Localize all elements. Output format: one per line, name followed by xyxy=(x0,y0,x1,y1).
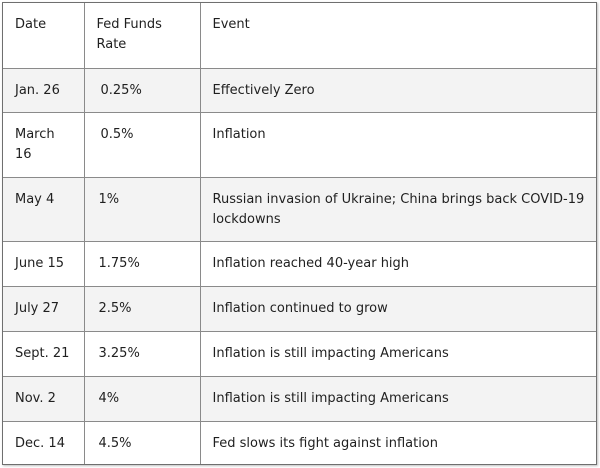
table-row: Nov. 2 4% Inflation is still impacting A… xyxy=(3,375,596,422)
row-rate: 0.5% xyxy=(83,111,201,178)
table-row: May 4 1% Russian invasion of Ukraine; Ch… xyxy=(3,176,596,242)
row-rate: 1% xyxy=(83,176,201,242)
row-rate: 2.5% xyxy=(83,285,201,332)
row-date: Nov. 2 xyxy=(3,375,85,422)
row-event: Fed slows its fight against inflation xyxy=(199,420,596,464)
header-date: Date xyxy=(3,3,85,69)
row-date: Dec. 14 xyxy=(3,420,85,464)
table-row: March 16 0.5% Inflation xyxy=(3,111,596,178)
table-row: June 15 1.75% Inflation reached 40-year … xyxy=(3,240,596,287)
row-event: Effectively Zero xyxy=(199,67,596,113)
table-header-row: Date Fed Funds Rate Event xyxy=(3,3,596,69)
row-rate: 3.25% xyxy=(83,330,201,377)
header-rate: Fed Funds Rate xyxy=(83,3,201,69)
row-rate: 1.75% xyxy=(83,240,201,287)
fed-rate-table: Date Fed Funds Rate Event Jan. 26 0.25% … xyxy=(3,3,596,464)
row-event: Inflation is still impacting Americans xyxy=(199,375,596,422)
row-date: March 16 xyxy=(3,111,85,178)
row-date: Sept. 21 xyxy=(3,330,85,377)
table-row: Jan. 26 0.25% Effectively Zero xyxy=(3,67,596,113)
row-event: Inflation xyxy=(199,111,596,178)
row-rate: 4.5% xyxy=(83,420,201,464)
row-event: Inflation is still impacting Americans xyxy=(199,330,596,377)
table-row: July 27 2.5% Inflation continued to grow xyxy=(3,285,596,332)
header-event: Event xyxy=(199,3,596,69)
row-event: Inflation continued to grow xyxy=(199,285,596,332)
row-date: May 4 xyxy=(3,176,85,242)
row-date: June 15 xyxy=(3,240,85,287)
table-row: Sept. 21 3.25% Inflation is still impact… xyxy=(3,330,596,377)
row-event: Russian invasion of Ukraine; China bring… xyxy=(199,176,596,242)
row-date: Jan. 26 xyxy=(3,67,85,113)
table-row: Dec. 14 4.5% Fed slows its fight against… xyxy=(3,420,596,464)
row-date: July 27 xyxy=(3,285,85,332)
row-rate: 4% xyxy=(83,375,201,422)
row-rate: 0.25% xyxy=(83,67,201,113)
row-event: Inflation reached 40-year high xyxy=(199,240,596,287)
